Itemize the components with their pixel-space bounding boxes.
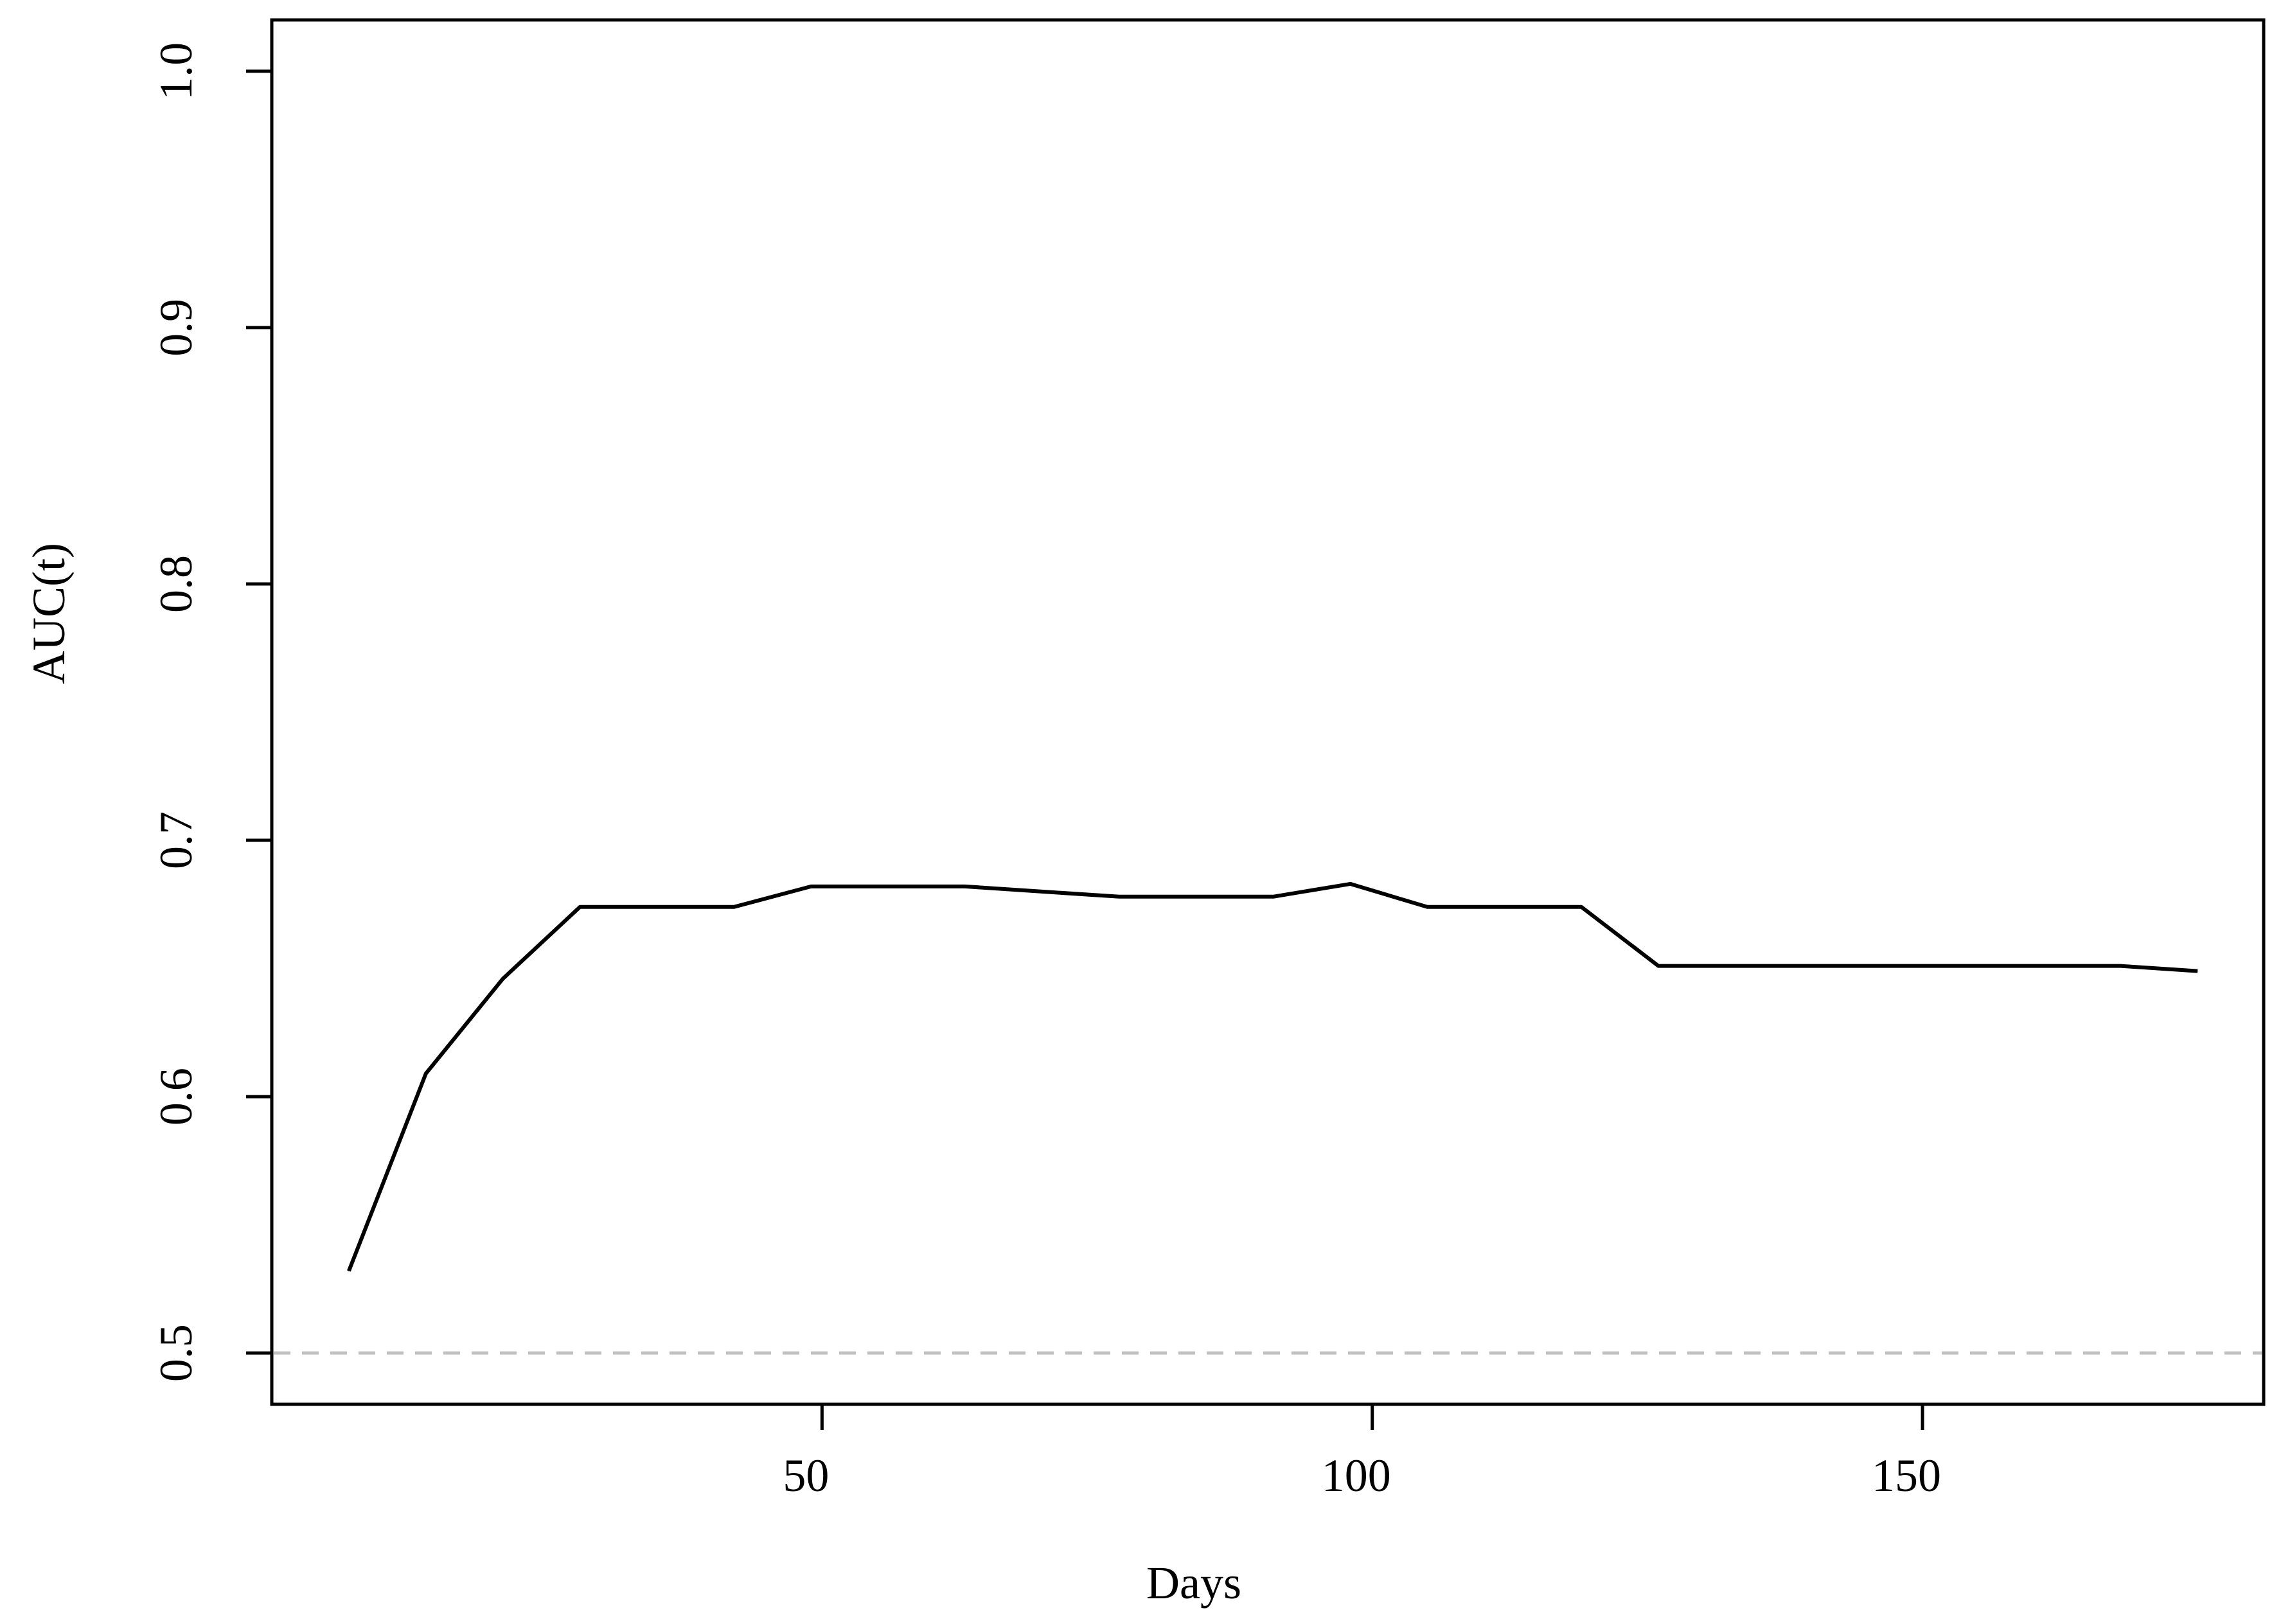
x-tick-label: 50 (783, 1450, 829, 1501)
data-point (1349, 883, 1351, 885)
y-tick-label: 0.8 (150, 555, 202, 613)
data-point (1273, 896, 1274, 897)
data-point (425, 1073, 427, 1074)
y-tick-label: 0.7 (150, 811, 202, 869)
data-point (887, 886, 889, 887)
data-point (1426, 906, 1428, 908)
y-tick-label: 0.6 (150, 1068, 202, 1125)
x-axis-label: Days (1146, 1557, 1241, 1609)
plot-frame (270, 18, 2266, 1406)
data-point (810, 886, 812, 887)
y-tick-label: 0.5 (150, 1324, 202, 1382)
data-point (1504, 906, 1505, 908)
y-tick-label: 1.0 (150, 42, 202, 100)
x-tick-label: 100 (1322, 1450, 1391, 1501)
y-tick-label: 0.9 (150, 299, 202, 357)
data-point (964, 886, 966, 887)
y-axis-label: AUC(t) (23, 543, 75, 684)
series-line (347, 881, 2198, 1272)
data-point (1581, 906, 1582, 908)
data-point (502, 978, 504, 980)
x-tick-label: 150 (1872, 1450, 1941, 1501)
